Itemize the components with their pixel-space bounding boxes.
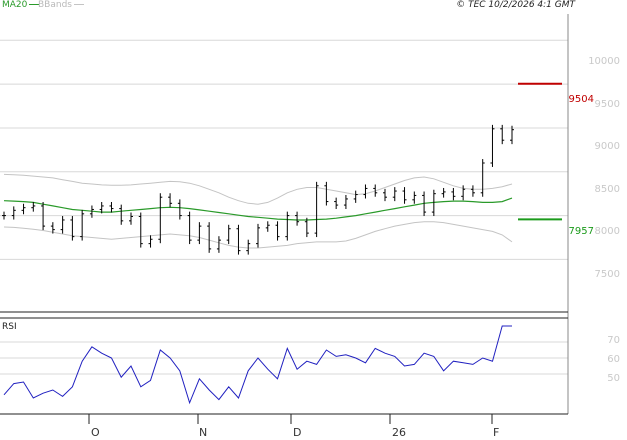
- y-tick-label: 8000: [594, 226, 620, 237]
- y-tick-label: 9500: [594, 99, 620, 110]
- y-tick-label: 10000: [588, 56, 620, 67]
- rsi-tick-label: 60: [607, 354, 620, 365]
- y-tick-label: 7500: [594, 269, 620, 280]
- bbands-legend-swatch: [73, 4, 84, 5]
- rsi-line: [3, 325, 512, 405]
- x-tick-label: F: [493, 426, 500, 439]
- bband-lower-line: [3, 221, 513, 249]
- rsi-tick-label: 50: [607, 373, 620, 384]
- resistance-level-label: 9504: [568, 94, 594, 105]
- bband-upper-line: [3, 173, 513, 205]
- x-tick-label: D: [293, 426, 302, 439]
- rsi-title: RSI: [2, 322, 17, 332]
- x-tick-label: O: [91, 426, 100, 439]
- y-tick-label: 8500: [594, 184, 620, 195]
- rsi-tick-label: 70: [607, 335, 620, 346]
- ma20-line: [3, 197, 513, 221]
- ma20-legend: MA20: [2, 0, 40, 10]
- bbands-legend: BBands: [38, 0, 84, 10]
- support-level-label: 7957: [568, 226, 594, 237]
- x-tick-label: N: [199, 426, 208, 439]
- ma20-legend-swatch: [29, 4, 40, 5]
- x-tick-label: 26: [392, 426, 406, 439]
- y-tick-label: 9000: [594, 141, 620, 152]
- copyright-text: © TEC 10/2/2026 4:1 GMT: [456, 0, 575, 10]
